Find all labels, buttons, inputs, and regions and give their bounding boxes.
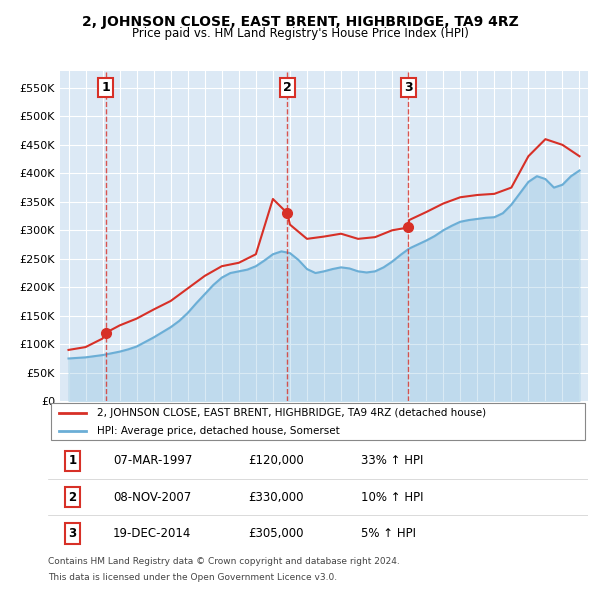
Text: 10% ↑ HPI: 10% ↑ HPI bbox=[361, 490, 424, 504]
Text: Contains HM Land Registry data © Crown copyright and database right 2024.: Contains HM Land Registry data © Crown c… bbox=[48, 557, 400, 566]
Text: 3: 3 bbox=[68, 527, 76, 540]
Text: 2, JOHNSON CLOSE, EAST BRENT, HIGHBRIDGE, TA9 4RZ: 2, JOHNSON CLOSE, EAST BRENT, HIGHBRIDGE… bbox=[82, 15, 518, 29]
Text: £330,000: £330,000 bbox=[248, 490, 304, 504]
Text: This data is licensed under the Open Government Licence v3.0.: This data is licensed under the Open Gov… bbox=[48, 573, 337, 582]
Text: £305,000: £305,000 bbox=[248, 527, 304, 540]
Text: 08-NOV-2007: 08-NOV-2007 bbox=[113, 490, 191, 504]
Text: HPI: Average price, detached house, Somerset: HPI: Average price, detached house, Some… bbox=[97, 426, 340, 436]
Text: 2: 2 bbox=[283, 81, 292, 94]
Text: 07-MAR-1997: 07-MAR-1997 bbox=[113, 454, 192, 467]
Text: 3: 3 bbox=[404, 81, 413, 94]
Text: 2, JOHNSON CLOSE, EAST BRENT, HIGHBRIDGE, TA9 4RZ (detached house): 2, JOHNSON CLOSE, EAST BRENT, HIGHBRIDGE… bbox=[97, 408, 486, 418]
Text: 5% ↑ HPI: 5% ↑ HPI bbox=[361, 527, 416, 540]
Text: £120,000: £120,000 bbox=[248, 454, 304, 467]
FancyBboxPatch shape bbox=[50, 404, 586, 440]
Text: 33% ↑ HPI: 33% ↑ HPI bbox=[361, 454, 424, 467]
Text: 19-DEC-2014: 19-DEC-2014 bbox=[113, 527, 191, 540]
Text: Price paid vs. HM Land Registry's House Price Index (HPI): Price paid vs. HM Land Registry's House … bbox=[131, 27, 469, 40]
Text: 1: 1 bbox=[68, 454, 76, 467]
Text: 2: 2 bbox=[68, 490, 76, 504]
Text: 1: 1 bbox=[101, 81, 110, 94]
